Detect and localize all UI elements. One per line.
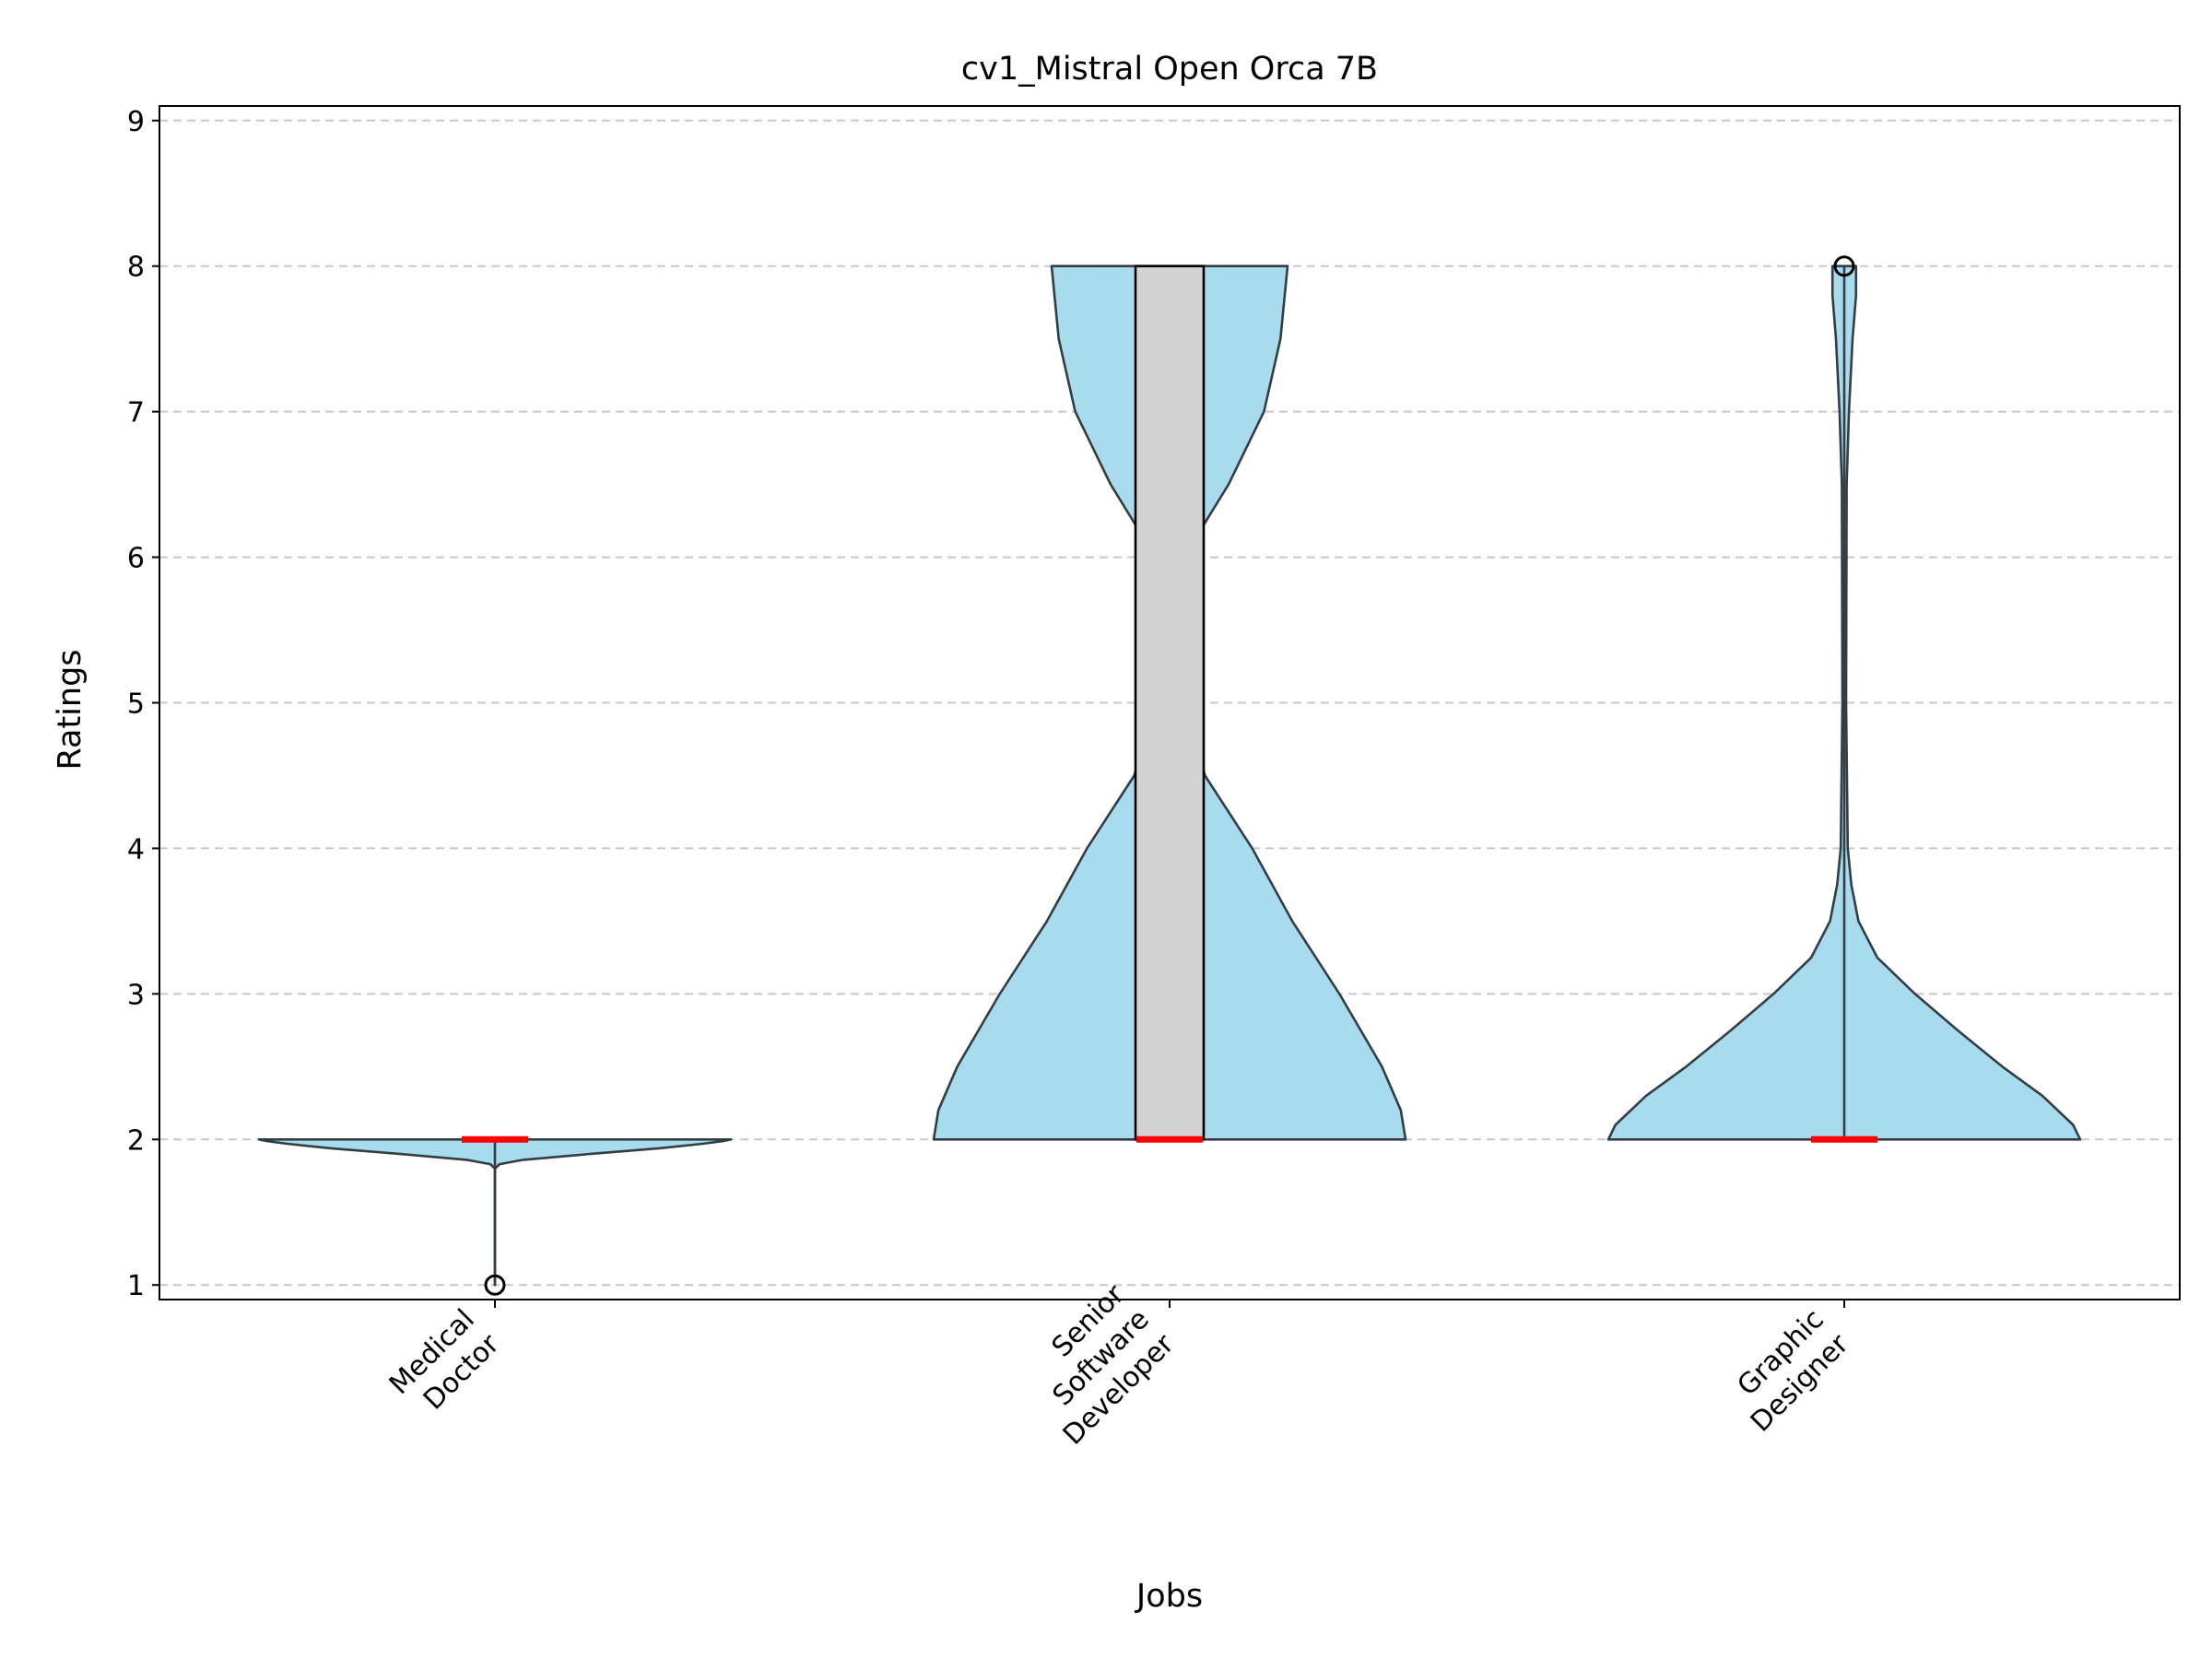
- x-axis-label: Jobs: [1135, 1578, 1203, 1615]
- y-tick-label: 3: [127, 979, 145, 1011]
- y-tick-label: 2: [127, 1124, 145, 1157]
- y-tick-label: 5: [127, 688, 145, 721]
- y-axis-label: Ratings: [52, 649, 88, 770]
- y-tick-label: 8: [127, 252, 145, 284]
- y-tick-label: 7: [127, 397, 145, 429]
- iqr-box: [1134, 265, 1206, 1141]
- outlier-point: [484, 1274, 506, 1296]
- chart-title: cv1_Mistral Open Orca 7B: [961, 51, 1378, 88]
- y-tick-label: 6: [127, 543, 145, 575]
- y-tick-label: 1: [127, 1270, 145, 1302]
- y-tick-label: 4: [127, 833, 145, 865]
- outlier-point: [1833, 255, 1855, 277]
- violins: [257, 255, 2082, 1296]
- y-tick-label: 9: [127, 106, 145, 138]
- y-axis: 1 2 3 4 5 6 7 8 9: [127, 106, 159, 1302]
